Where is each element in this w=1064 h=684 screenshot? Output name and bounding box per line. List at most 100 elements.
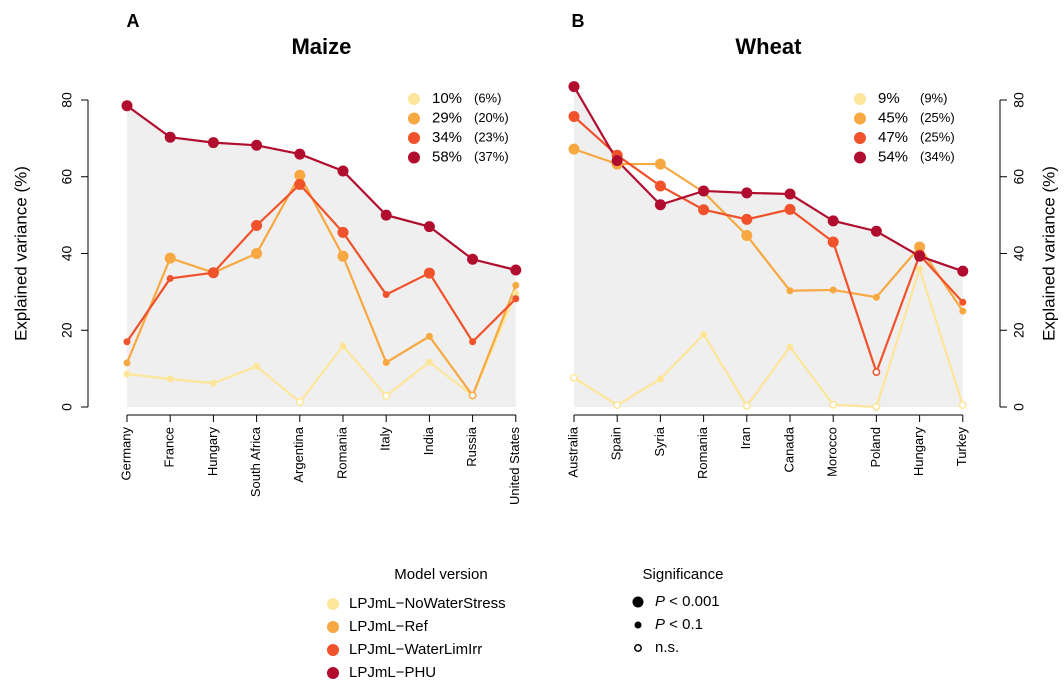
marker [741,229,753,241]
p-symbol: P [655,616,665,633]
panel-tag: A [127,11,140,31]
significance-marker [632,596,644,608]
stat-dot [854,93,866,105]
marker [251,248,263,259]
significance-label: n.s. [655,639,679,656]
x-tick-label: Poland [868,427,883,467]
marker [611,155,623,167]
marker [382,391,391,400]
legend-dot [327,621,339,633]
marker [294,178,306,190]
stat-note: (6%) [474,90,501,105]
x-tick-label: Spain [609,427,624,460]
series-line [126,182,517,344]
y-tick-label: 20 [59,322,75,338]
marker [654,199,666,211]
marker [654,158,666,170]
chart-title: Maize [291,34,351,59]
stat-note: (25%) [920,129,955,144]
legend-label: LPJmL−PHU [349,664,436,679]
marker [123,359,131,367]
marker [741,213,753,225]
y-tick-label: 40 [59,246,75,262]
y-tick-label: 0 [1011,403,1027,411]
marker [914,241,926,253]
p-threshold: < 0.1 [665,616,703,633]
marker [294,169,306,181]
marker [568,81,580,93]
marker [425,358,433,366]
marker [570,373,578,382]
series-line [573,86,964,273]
stat-note: (37%) [474,149,509,164]
marker [829,286,837,294]
stat-value: 54% [878,148,908,165]
x-tick-label: Australia [565,426,580,477]
series-line [126,104,517,272]
x-tick-label: Hungary [911,427,926,477]
x-tick-label: Russia [464,426,479,467]
shaded-area [574,86,963,407]
x-tick-label: Italy [378,427,393,451]
marker [425,332,433,340]
marker [829,400,838,409]
marker [164,252,176,264]
marker [467,253,479,265]
marker [872,293,880,301]
stat-note: (34%) [920,149,955,164]
marker [251,219,263,231]
legend-dot [327,598,339,610]
x-tick-label: India [421,426,436,455]
x-tick-label: Turkey [954,427,969,467]
stat-value: 45% [878,109,908,126]
series-line [125,172,517,398]
marker [741,187,753,199]
x-tick-label: Morocco [825,427,840,477]
marker [654,180,666,192]
series-line [573,148,964,312]
marker [784,188,796,200]
marker [123,370,131,378]
legend-label: LPJmL−Ref [349,618,429,635]
x-tick-label: Argentina [291,426,306,482]
legend-label: LPJmL−NoWaterStress [349,595,506,612]
marker [512,281,520,289]
marker [382,291,390,299]
p-threshold: < 0.001 [665,593,720,610]
panel-tag: B [572,11,585,31]
x-tick-label: United States [507,427,522,506]
marker [698,185,710,197]
x-tick-label: South Africa [248,426,263,497]
marker [339,342,347,350]
stat-dot [854,112,866,125]
marker [568,111,580,123]
x-tick-label: Iran [738,427,753,449]
marker [294,148,306,160]
stat-value: 47% [878,129,908,146]
stat-dot [408,132,420,144]
marker [958,401,967,410]
marker [469,338,477,346]
x-tick-label: Hungary [205,427,220,477]
stat-dot [854,151,866,164]
marker [209,379,217,387]
marker [253,362,261,370]
marker [827,236,839,248]
marker [423,221,435,233]
y-tick-label: 60 [59,169,75,185]
marker [512,289,520,297]
marker [827,215,839,227]
marker [251,139,263,151]
chart-title: Wheat [735,34,802,59]
marker [914,250,926,262]
marker [382,358,390,366]
x-tick-label: Romania [334,426,349,479]
marker [121,100,133,112]
marker [786,343,794,351]
x-tick-label: Syria [652,426,667,456]
marker [786,287,794,295]
marker [916,265,924,273]
significance-title: Significance [643,566,724,583]
marker [380,209,392,221]
marker [784,203,796,215]
